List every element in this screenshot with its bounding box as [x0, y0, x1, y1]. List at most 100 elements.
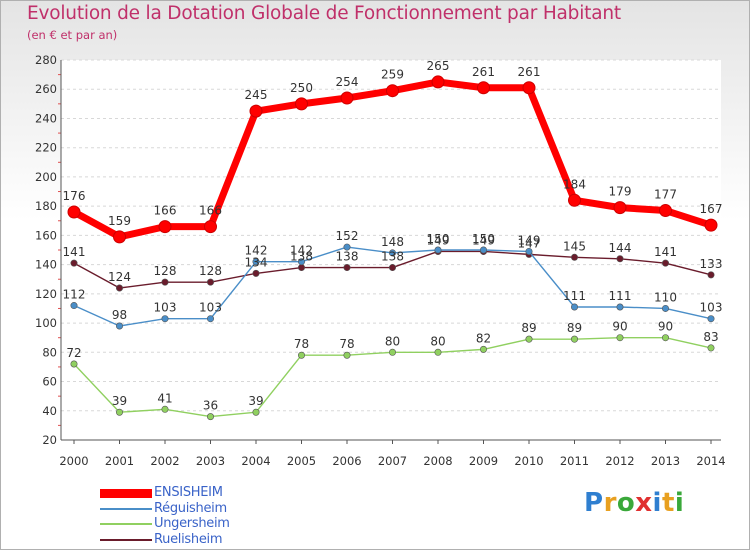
- data-point: [297, 264, 305, 272]
- data-point: [113, 230, 126, 244]
- data-point: [340, 91, 354, 105]
- data-point: [343, 351, 351, 359]
- data-point: [477, 81, 490, 95]
- data-point: [297, 258, 305, 266]
- y-tick-label: 240: [35, 111, 57, 125]
- data-label: 142: [245, 244, 268, 258]
- y-tick-label: 120: [35, 287, 57, 301]
- data-label: 134: [245, 255, 268, 269]
- data-label: 98: [112, 308, 127, 322]
- data-label: 261: [518, 65, 541, 79]
- data-point: [479, 345, 487, 353]
- legend-swatch: [100, 507, 152, 510]
- data-label: 138: [381, 250, 404, 264]
- data-label: 112: [63, 288, 86, 302]
- data-label: 166: [199, 204, 222, 218]
- x-tick-label: 2001: [105, 454, 134, 468]
- data-point: [70, 302, 78, 310]
- data-point: [707, 344, 715, 352]
- data-point: [295, 97, 308, 111]
- x-tick-label: 2005: [287, 454, 316, 468]
- data-label: 147: [518, 236, 541, 250]
- data-label: 110: [654, 290, 677, 304]
- data-point: [70, 259, 78, 267]
- data-point: [661, 304, 669, 312]
- data-label: 36: [203, 399, 218, 413]
- data-point: [707, 315, 715, 323]
- data-label: 80: [430, 334, 445, 348]
- data-point: [525, 335, 533, 343]
- chart-subtitle: (en € et par an): [27, 28, 118, 42]
- data-label: 103: [199, 301, 222, 315]
- data-point: [522, 81, 536, 95]
- data-label: 184: [563, 177, 586, 191]
- data-point: [207, 413, 215, 421]
- y-tick-label: 140: [35, 258, 57, 272]
- data-point: [659, 204, 672, 218]
- x-tick-label: 2009: [469, 454, 498, 468]
- data-label: 72: [66, 346, 81, 360]
- x-tick-label: 2010: [514, 454, 543, 468]
- data-label: 159: [108, 214, 131, 228]
- x-tick-label: 2014: [696, 454, 725, 468]
- data-point: [570, 335, 578, 343]
- data-label: 78: [294, 337, 309, 351]
- y-tick-label: 260: [35, 82, 57, 96]
- data-label: 148: [381, 235, 404, 249]
- data-point: [613, 201, 627, 215]
- data-label: 245: [245, 88, 268, 102]
- data-point: [207, 315, 215, 323]
- data-label: 41: [157, 391, 172, 405]
- chart-title: Evolution de la Dotation Globale de Fonc…: [27, 3, 621, 24]
- legend-swatch: [100, 523, 152, 525]
- data-label: 149: [472, 233, 495, 247]
- data-point: [116, 408, 124, 416]
- x-tick-label: 2000: [59, 454, 88, 468]
- data-point: [704, 218, 718, 232]
- data-point: [161, 315, 169, 323]
- x-tick-label: 2006: [332, 454, 361, 468]
- data-label: 149: [427, 233, 450, 247]
- data-point: [388, 348, 396, 356]
- data-label: 152: [336, 229, 359, 243]
- legend-swatch: [100, 488, 152, 498]
- data-label: 133: [700, 257, 723, 271]
- data-label: 141: [654, 245, 677, 259]
- data-point: [434, 348, 442, 356]
- data-label: 89: [521, 321, 536, 335]
- data-label: 39: [112, 394, 127, 408]
- y-tick-label: 20: [42, 433, 57, 447]
- data-label: 128: [199, 264, 222, 278]
- data-point: [207, 278, 215, 286]
- data-label: 179: [609, 185, 632, 199]
- data-label: 265: [427, 59, 450, 73]
- data-label: 78: [339, 337, 354, 351]
- data-point: [116, 284, 124, 292]
- data-label: 254: [336, 75, 359, 89]
- data-label: 177: [654, 188, 677, 202]
- y-tick-label: 200: [35, 170, 57, 184]
- data-point: [431, 75, 445, 89]
- data-point: [386, 84, 399, 98]
- data-label: 138: [336, 250, 359, 264]
- data-label: 167: [700, 202, 723, 216]
- data-label: 145: [563, 239, 586, 253]
- data-point: [525, 247, 533, 255]
- data-point: [161, 278, 169, 286]
- data-label: 142: [290, 244, 313, 258]
- data-point: [158, 220, 172, 234]
- proxiti-logo: Proxiti: [584, 488, 685, 518]
- data-label: 90: [612, 320, 627, 334]
- data-point: [616, 334, 624, 342]
- x-tick-label: 2012: [605, 454, 634, 468]
- data-label: 150: [472, 232, 495, 246]
- data-label: 83: [703, 330, 718, 344]
- data-label: 111: [609, 289, 632, 303]
- data-label: 103: [700, 301, 723, 315]
- x-tick-label: 2002: [150, 454, 179, 468]
- y-tick-label: 40: [42, 404, 57, 418]
- data-label: 90: [658, 320, 673, 334]
- y-tick-label: 80: [42, 345, 57, 359]
- data-point: [661, 259, 669, 267]
